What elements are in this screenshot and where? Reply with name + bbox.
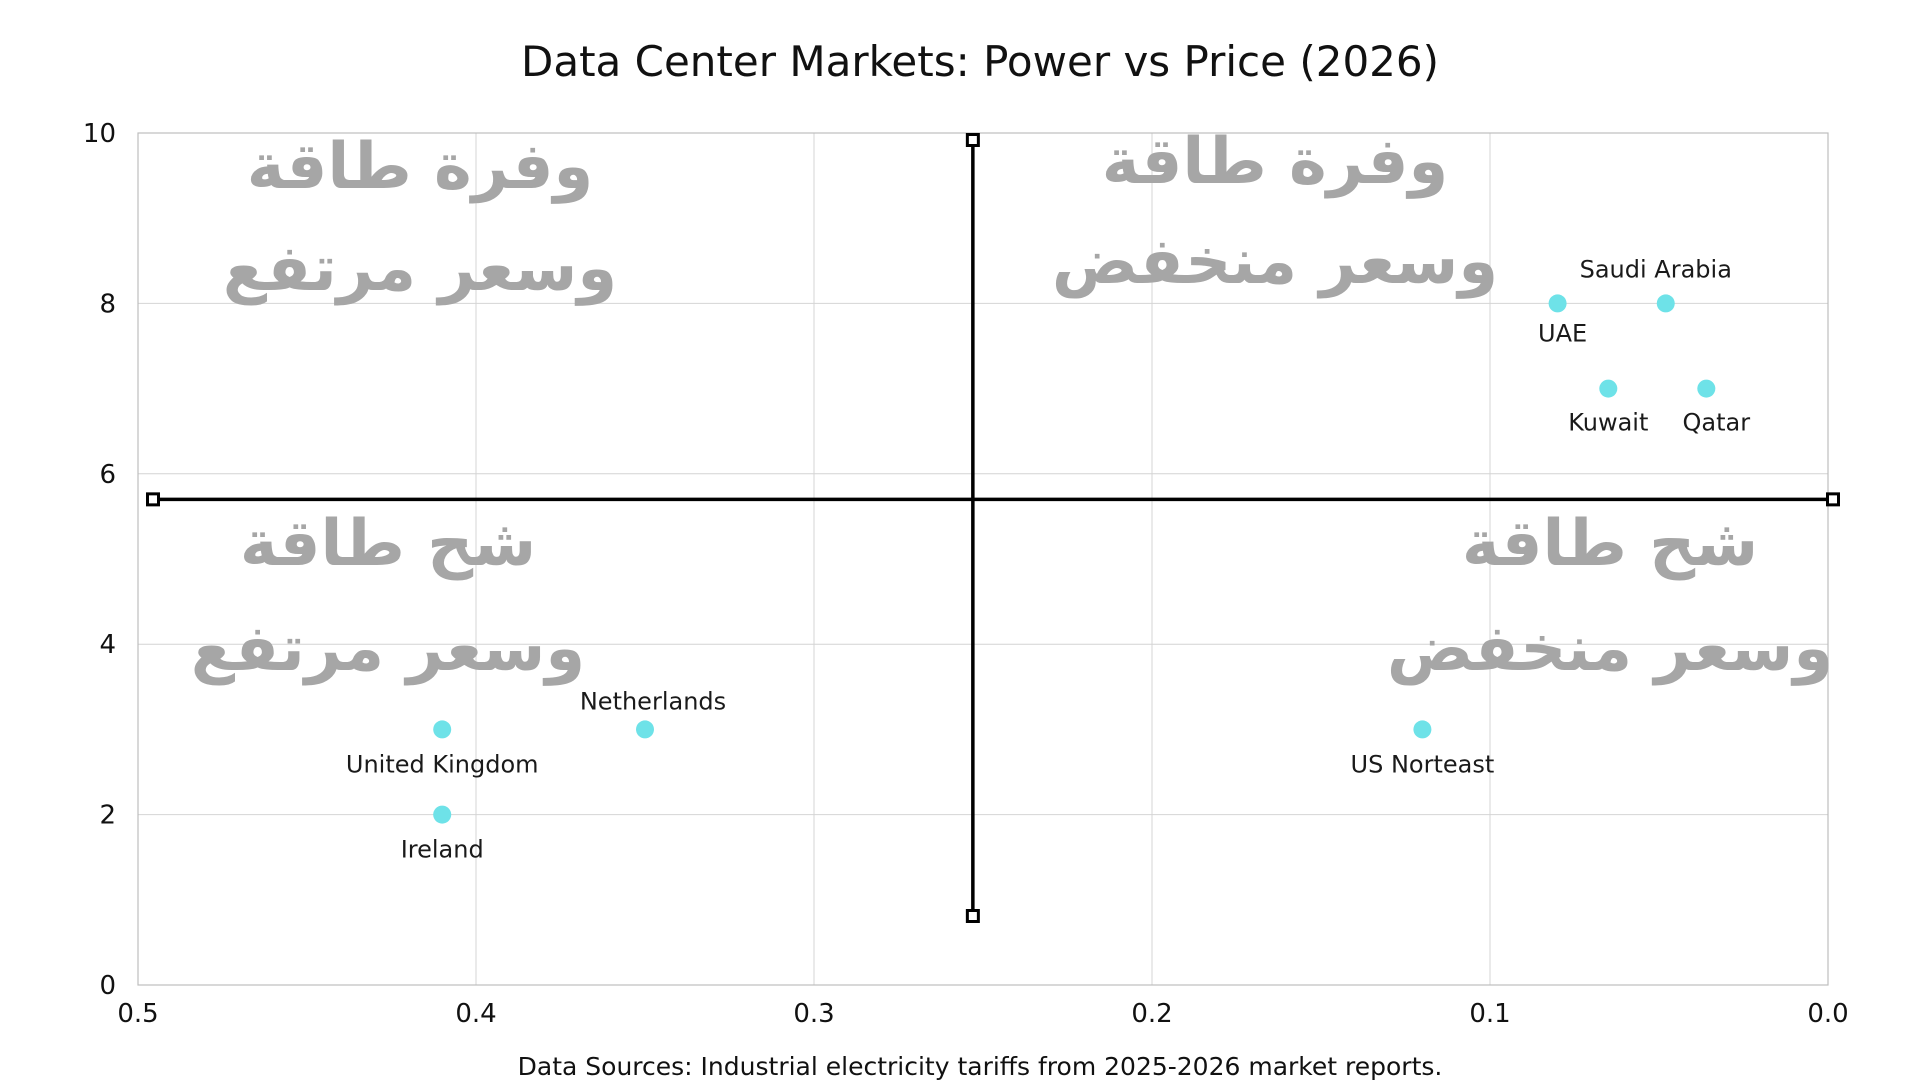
x-tick-label-0: 0.5: [117, 999, 158, 1029]
chart-title: Data Center Markets: Power vs Price (202…: [521, 37, 1439, 86]
x-tick-label-5: 0.0: [1807, 999, 1848, 1029]
data-point-3: [1697, 379, 1716, 398]
data-label-1: UAE: [1538, 319, 1587, 347]
data-points: Saudi Arabia UAE Kuwait Qatar United Kingdom…: [346, 255, 1750, 863]
quadrant-label-top-left-line1: وفرة طاقة: [247, 130, 594, 204]
horizontal-divider-right-handle[interactable]: [1826, 492, 1840, 507]
y-tick-label-3: 6: [99, 460, 116, 490]
y-tick-label-0: 0: [99, 971, 116, 1001]
plot-frame: [137, 132, 1829, 986]
quadrant-label-bottom-right-line2: وسعر منخفض: [1387, 612, 1833, 686]
y-tick-label-4: 8: [99, 289, 116, 319]
data-point-6: [433, 805, 452, 824]
data-label-6: Ireland: [401, 836, 484, 864]
data-point-2: [1599, 379, 1618, 398]
x-tick-label-3: 0.2: [1131, 999, 1172, 1029]
y-tick-label-5: 10: [83, 119, 116, 149]
quadrant-dividers: [146, 133, 1840, 923]
quadrant-label-top-right-line1: وفرة طاقة: [1102, 125, 1449, 199]
grid: [137, 132, 1829, 986]
data-label-5: Netherlands: [580, 687, 726, 715]
quadrant-labels: وفرة طاقة وسعر مرتفع وفرة طاقة وسعر منخفض شح…: [191, 125, 1833, 686]
data-point-0: [1656, 294, 1675, 313]
quadrant-label-top-right-line2: وسعر منخفض: [1052, 225, 1498, 299]
data-point-1: [1548, 294, 1567, 313]
data-point-4: [433, 720, 452, 739]
data-label-0: Saudi Arabia: [1580, 255, 1732, 283]
data-label-2: Kuwait: [1568, 409, 1648, 437]
quadrant-label-top-left-line2: وسعر مرتفع: [223, 232, 617, 306]
quadrant-label-bottom-left-line2: وسعر مرتفع: [191, 612, 585, 686]
data-label-4: United Kingdom: [346, 750, 539, 778]
y-tick-label-2: 4: [99, 630, 116, 660]
quadrant-label-bottom-left-line1: شح طاقة: [240, 507, 536, 581]
data-label-7: US Norteast: [1351, 750, 1495, 778]
x-tick-label-2: 0.3: [793, 999, 834, 1029]
y-tick-label-1: 2: [99, 801, 116, 831]
horizontal-divider-left-handle[interactable]: [146, 492, 160, 507]
data-label-3: Qatar: [1683, 409, 1751, 437]
axis-ticks: 0.5 0.4 0.3 0.2 0.1 0.0 0 2 4 6 8 10: [83, 119, 1849, 1029]
data-point-5: [636, 720, 654, 739]
data-point-7: [1413, 720, 1432, 739]
quadrant-label-bottom-right-line1: شح طاقة: [1462, 507, 1758, 581]
x-tick-label-4: 0.1: [1469, 999, 1510, 1029]
data-source-note: Data Sources: Industrial electricity tar…: [518, 1052, 1443, 1080]
vertical-divider-bottom-handle[interactable]: [965, 909, 980, 923]
x-tick-label-1: 0.4: [455, 999, 496, 1029]
vertical-divider-top-handle[interactable]: [965, 133, 980, 147]
